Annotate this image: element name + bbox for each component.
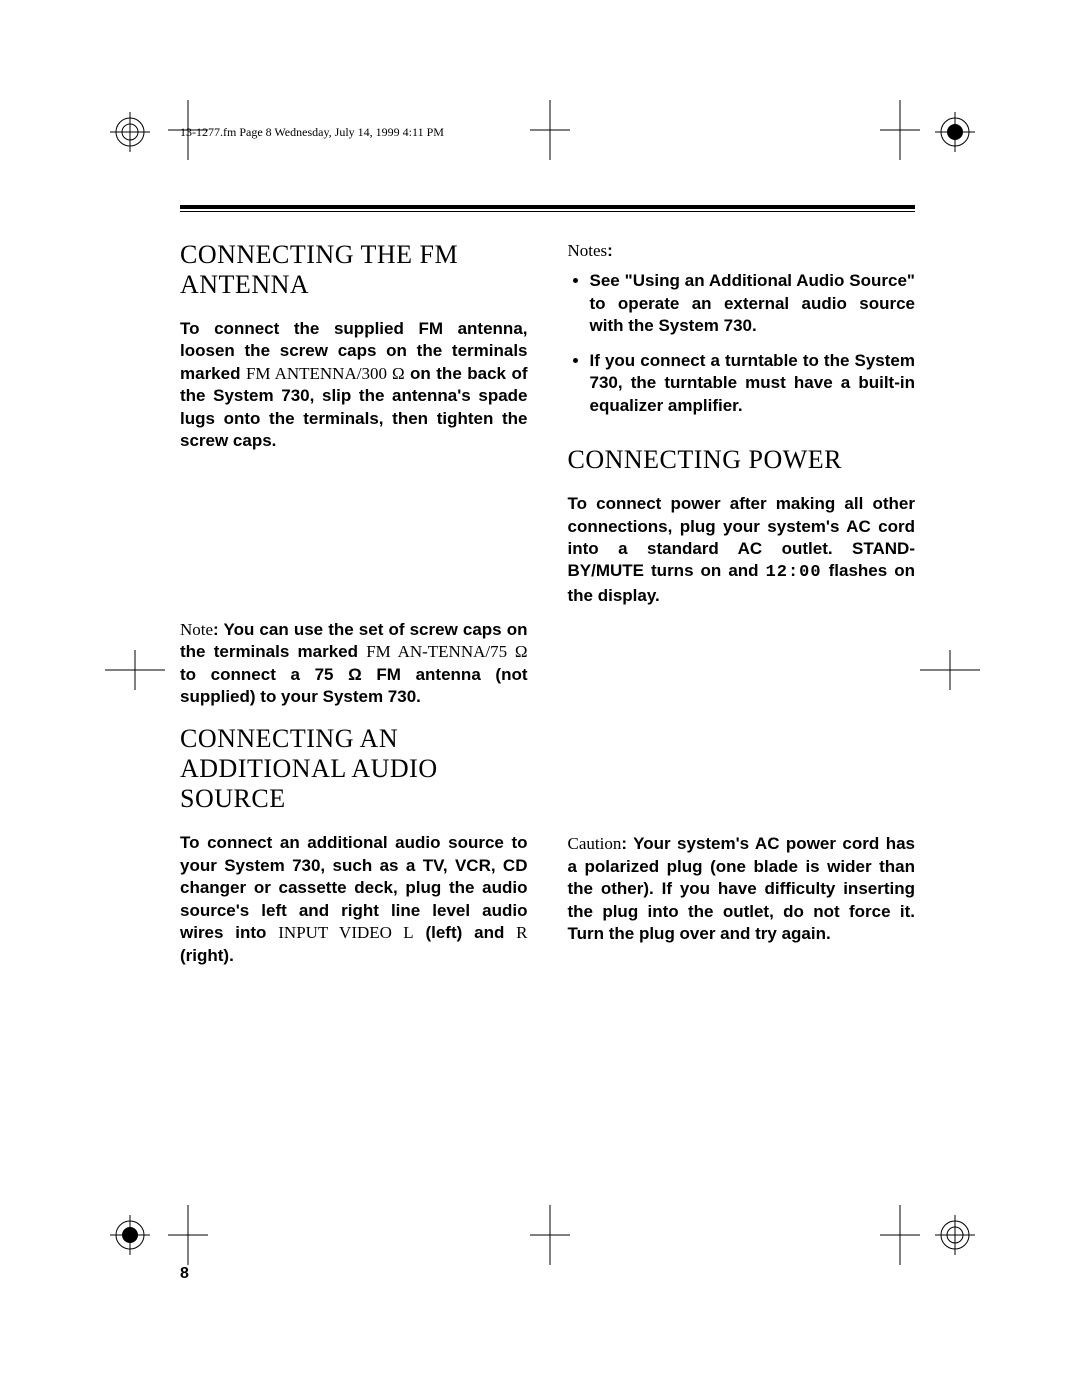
- para-note-fm: Note: You can use the set of screw caps …: [180, 619, 528, 709]
- text: (left) and: [414, 923, 517, 942]
- page-content: 13-1277.fm Page 8 Wednesday, July 14, 19…: [180, 205, 915, 983]
- text-serif: R: [516, 923, 527, 942]
- cross-top-center: [530, 100, 570, 160]
- text: to connect a 75 Ω FM antenna (not suppli…: [180, 665, 528, 706]
- section-title-audio-source: CONNECTING AN ADDITIONAL AUDIO SOURCE: [180, 724, 528, 814]
- left-column: CONNECTING THE FM ANTENNA To connect the…: [180, 240, 528, 983]
- notes-label: Notes: [568, 241, 608, 260]
- page-header-meta: 13-1277.fm Page 8 Wednesday, July 14, 19…: [180, 125, 444, 140]
- right-column: Notes: See "Using an Additional Audio So…: [568, 240, 916, 983]
- section-title-fm-antenna: CONNECTING THE FM ANTENNA: [180, 240, 528, 300]
- top-rule: [180, 205, 915, 212]
- cross-bot-left: [168, 1205, 208, 1265]
- text-serif: FM AN-TENNA/75 Ω: [366, 642, 527, 661]
- text-mono: 12:00: [766, 563, 822, 582]
- note-item-1: See "Using an Additional Audio Source" t…: [590, 270, 916, 337]
- reg-top-right: [935, 112, 975, 152]
- para-power: To connect power after making all other …: [568, 493, 916, 607]
- text: (right).: [180, 946, 234, 965]
- notes-list: See "Using an Additional Audio Source" t…: [568, 270, 916, 417]
- text-serif: FM ANTENNA/300 Ω: [246, 364, 405, 383]
- notes-heading: Notes:: [568, 240, 916, 262]
- reg-bot-left: [110, 1215, 150, 1255]
- cross-mid-left: [105, 650, 165, 690]
- cross-top-right: [880, 100, 920, 160]
- para-audio-source: To connect an additional audio source to…: [180, 832, 528, 967]
- caution-label: Caution: [568, 834, 622, 853]
- note-item-2: If you connect a turntable to the System…: [590, 350, 916, 417]
- figure-placeholder-2: [568, 623, 916, 833]
- page-number: 8: [180, 1265, 189, 1283]
- para-fm-antenna: To connect the supplied FM antenna, loos…: [180, 318, 528, 453]
- text-serif: INPUT VIDEO L: [278, 923, 413, 942]
- notes-colon: :: [607, 241, 613, 260]
- reg-bot-right: [935, 1215, 975, 1255]
- para-caution: Caution: Your system's AC power cord has…: [568, 833, 916, 945]
- cross-bot-center: [530, 1205, 570, 1265]
- figure-placeholder: [180, 469, 528, 619]
- cross-bot-right: [880, 1205, 920, 1265]
- section-title-power: CONNECTING POWER: [568, 445, 916, 475]
- note-label: Note: [180, 620, 213, 639]
- cross-mid-right: [920, 650, 980, 690]
- reg-top-left: [110, 112, 150, 152]
